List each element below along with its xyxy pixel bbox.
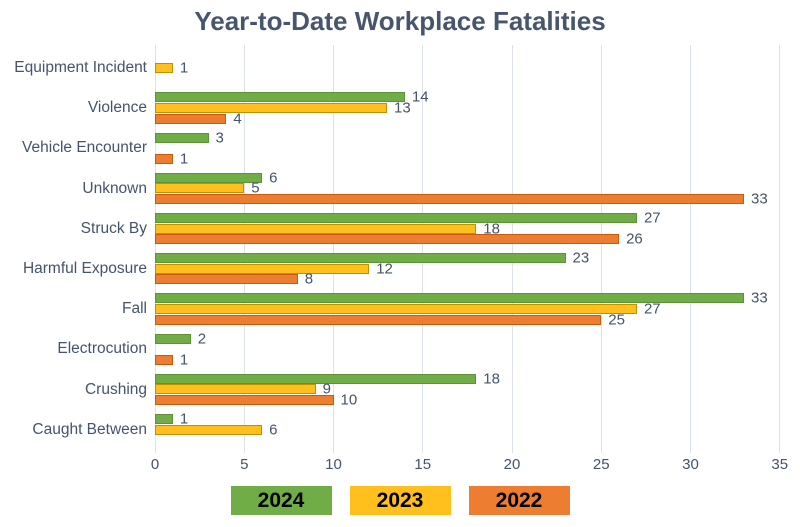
category-label: Unknown [82,179,147,197]
bar-2024 [155,333,191,344]
bar-value-label: 9 [322,380,331,398]
bar-2024 [155,293,745,304]
bar-2024 [155,414,173,424]
x-axis-tick-label: 0 [150,456,160,473]
bar-value-label: 3 [215,129,224,147]
legend-item-2023: 2023 [349,486,451,515]
category-label: Crushing [84,380,147,398]
bar-value-label: 6 [269,169,278,187]
category-label: Equipment Incident [14,59,147,77]
bar-2022 [155,354,173,365]
bar-value-label: 12 [376,260,393,278]
bar-2024 [155,132,209,143]
x-axis-tick-label: 35 [771,456,789,473]
x-axis-tick-label: 25 [592,456,610,473]
category-label: Violence [87,99,147,117]
bar-value-label: 25 [608,311,625,329]
gridline [600,45,602,453]
bar-2022 [155,395,334,405]
bar-2022 [155,194,745,204]
bar-value-label: 27 [643,209,661,227]
bar-value-label: 23 [572,249,590,267]
bar-2023 [155,424,263,435]
bar-2022 [155,234,620,245]
bar-value-label: 5 [251,179,260,197]
bar-2023 [155,62,173,73]
bar-2023 [155,103,388,113]
gridline [511,45,513,453]
bar-value-label: 26 [626,230,643,248]
gridline [333,45,334,453]
bar-value-label: 10 [340,391,358,409]
legend-item-2024: 2024 [230,486,332,515]
bar-2022 [155,274,298,285]
bar-value-label: 18 [483,220,500,238]
bar-value-label: 1 [179,150,189,168]
category-label: Struck By [80,219,147,237]
bar-value-label: 14 [411,88,429,106]
bar-value-label: 18 [483,370,500,388]
bar-2022 [155,153,173,164]
gridline [690,45,691,453]
bar-value-label: 8 [304,270,314,288]
bar-value-label: 27 [643,300,661,318]
x-axis-tick-label: 10 [325,456,342,473]
x-axis-tick-label: 30 [682,456,699,473]
bar-2023 [155,263,370,274]
legend-item-2022: 2022 [468,486,570,515]
bar-value-label: 1 [179,59,189,77]
gridline [779,45,781,453]
gridline [243,45,245,453]
gridline [422,45,424,453]
bar-2023 [155,223,477,234]
bar-2023 [155,183,245,194]
chart-legend: 2024 2023 2022 [0,486,800,515]
bar-2024 [155,172,263,183]
bar-2022 [155,113,227,124]
category-label: Electrocution [57,340,147,358]
category-label: Caught Between [32,420,147,438]
bar-value-label: 1 [179,351,189,369]
bar-2024 [155,373,477,384]
bar-2024 [155,213,637,223]
bar-2023 [155,384,316,395]
bar-value-label: 33 [751,190,768,208]
bar-value-label: 1 [179,410,189,428]
bar-value-label: 6 [269,421,278,439]
bar-2022 [155,314,602,325]
x-axis-tick-label: 5 [240,456,249,473]
x-axis-tick-label: 20 [503,456,521,473]
gridline [154,45,156,453]
bar-value-label: 2 [197,330,207,348]
category-label: Vehicle Encounter [22,139,147,157]
bar-value-label: 33 [751,289,768,307]
bar-value-label: 13 [394,99,411,117]
bar-2023 [155,304,637,314]
bar-2024 [155,92,405,103]
bar-2024 [155,253,566,264]
category-label: Fall [122,300,147,318]
chart-title: Year-to-Date Workplace Fatalities [194,6,606,36]
bar-value-label: 4 [233,110,242,128]
x-axis-tick-label: 15 [414,456,432,473]
category-label: Harmful Exposure [22,260,147,278]
